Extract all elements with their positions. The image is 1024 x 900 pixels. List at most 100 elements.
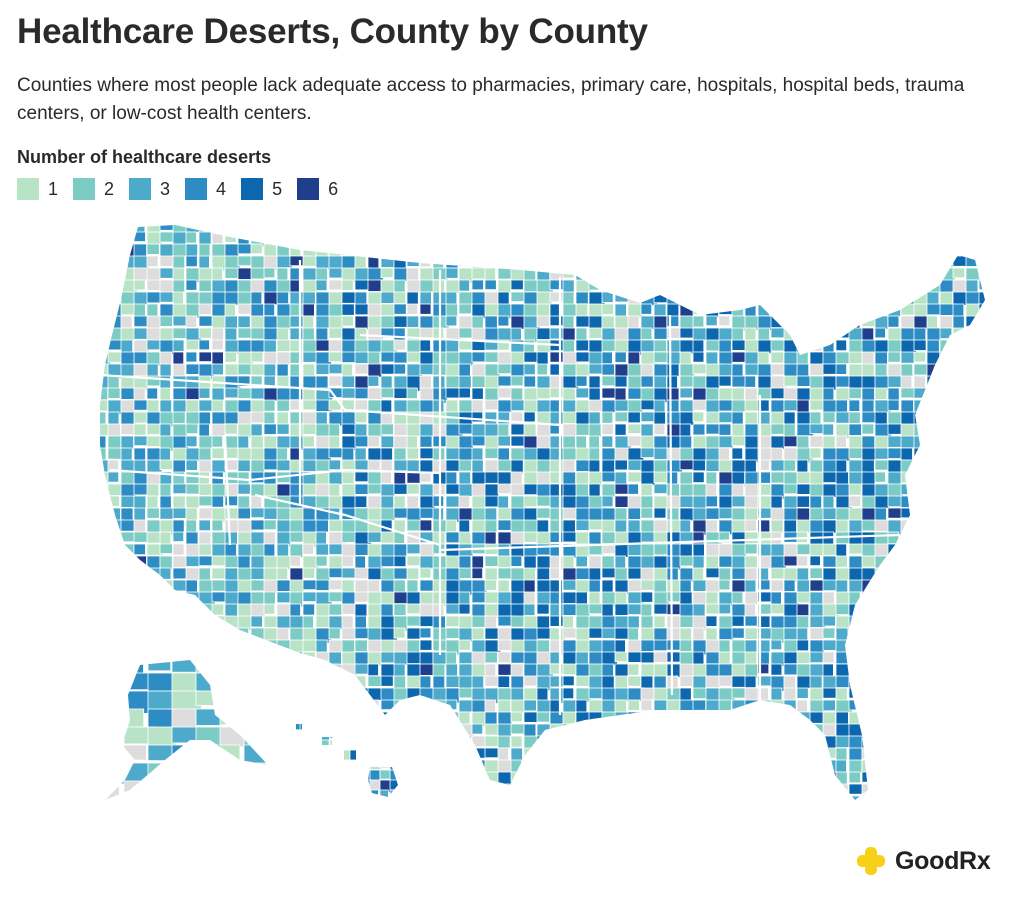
county-cell [341,699,355,714]
state-border-line [254,493,441,547]
county-cell [900,363,914,377]
county-cell [263,747,280,760]
county-cell [666,267,681,283]
hawaii-county-cell [339,769,351,784]
county-cell [705,267,722,281]
county-cell [666,351,681,366]
county-cell [705,279,720,294]
county-cell [744,771,761,784]
alaska-county-cell [195,744,222,762]
county-cell [133,327,149,340]
county-cell [679,225,697,234]
county-cell [445,351,462,366]
county-cell [822,795,835,800]
county-cell [497,519,514,531]
county-cell [354,363,370,375]
county-cell [497,243,514,257]
county-cell [692,225,707,233]
county-cell [250,339,267,353]
county-cell [367,471,383,486]
county-cell [393,225,411,232]
county-cell [770,303,784,316]
county-cell [445,519,458,533]
county-cell [588,519,605,531]
county-cell [861,639,879,651]
county-cell [926,399,939,415]
county-cell [458,363,471,378]
hawaii-county-cell [379,789,389,797]
county-cell [640,603,653,617]
county-cell [185,291,200,306]
county-cell [627,663,640,676]
county-cell [874,723,892,735]
county-cell [419,567,432,579]
county-cell [614,531,630,544]
alaska-county-cell [219,708,248,726]
county-cell [536,771,554,788]
county-cell [406,627,421,640]
county-cell [185,759,203,771]
county-cell [614,447,630,462]
county-cell [952,267,966,279]
hawaii-county-cell [319,739,330,752]
county-cell [458,771,476,784]
county-cell [952,507,970,522]
county-cell [614,291,629,303]
county-cell [100,327,110,343]
county-cell [731,615,745,627]
county-cell [224,267,240,279]
county-cell [835,315,851,329]
county-cell [523,579,536,594]
county-cell [809,627,824,640]
county-cell [315,687,330,703]
county-cell [536,387,551,400]
county-cell [640,459,656,474]
county-cell [315,231,330,244]
county-cell [757,771,775,783]
county-cell [978,483,985,496]
county-cell [419,735,433,750]
county-cell [159,639,175,655]
county-cell [757,291,770,305]
county-cell [926,495,942,508]
county-cell [172,567,188,580]
county-cell [757,795,773,800]
county-cell [510,375,524,387]
county-cell [913,351,927,363]
county-cell [328,291,344,306]
county-cell [354,723,372,735]
county-cell [263,555,278,570]
county-cell [692,423,706,436]
county-cell [913,651,926,668]
county-cell [666,303,680,318]
county-cell [250,675,264,687]
county-cell [978,267,985,279]
county-cell [835,231,848,248]
county-cell [419,519,433,532]
county-cell [640,339,656,353]
county-cell [536,795,552,800]
county-cell [250,267,266,280]
county-cell [120,399,137,415]
county-cell [939,315,953,330]
county-cell [276,675,290,690]
county-cell [133,795,150,800]
county-cell [952,351,968,367]
county-cell [100,795,110,800]
county-cell [809,795,823,800]
county-cell [302,423,317,435]
county-cell [120,639,136,656]
county-cell [796,543,812,556]
county-cell [471,411,484,423]
county-cell [575,243,591,259]
county-cell [328,663,343,677]
county-cell [718,579,731,591]
county-cell [978,243,985,260]
county-cell [913,699,930,716]
county-cell [484,723,500,736]
legend-item-5: 5 [241,178,282,200]
us-county-map [99,225,985,800]
county-cell [939,651,956,663]
county-cell [302,225,320,236]
county-cell [198,615,213,630]
